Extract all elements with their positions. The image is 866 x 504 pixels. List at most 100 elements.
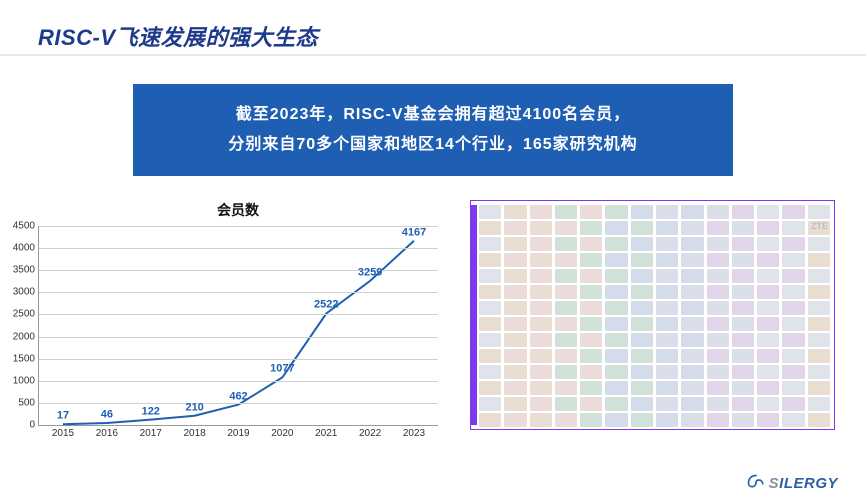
- brand-text-gray: S: [769, 475, 780, 492]
- logo-placeholder: [605, 333, 627, 347]
- logo-placeholder: [656, 397, 678, 411]
- logo-placeholder: [580, 349, 602, 363]
- logo-placeholder: [757, 317, 779, 331]
- chart-title: 会员数: [38, 200, 438, 220]
- logo-placeholder: [530, 397, 552, 411]
- logo-placeholder: [656, 317, 678, 331]
- logo-placeholder: [656, 221, 678, 235]
- logo-placeholder: [530, 269, 552, 283]
- logo-placeholder: [530, 365, 552, 379]
- logo-placeholder: [479, 269, 501, 283]
- logo-placeholder: [504, 381, 526, 395]
- logo-placeholder: [504, 365, 526, 379]
- logo-placeholder: [555, 269, 577, 283]
- logo-placeholder: [631, 269, 653, 283]
- banner-line2: 分别来自70多个国家和地区14个行业，165家研究机构: [228, 130, 637, 160]
- logo-placeholder: [808, 381, 830, 395]
- logo-placeholder: [504, 253, 526, 267]
- logo-placeholder: [580, 269, 602, 283]
- logo-placeholder: [707, 349, 729, 363]
- logo-placeholder: [681, 333, 703, 347]
- logo-placeholder: [504, 205, 526, 219]
- logo-placeholder: [732, 237, 754, 251]
- logo-placeholder: [555, 365, 577, 379]
- logo-placeholder: [605, 349, 627, 363]
- chart-x-tick: 2016: [96, 425, 118, 439]
- chart-data-label: 1077: [270, 363, 294, 375]
- logo-placeholder: [808, 397, 830, 411]
- logo-placeholder: [808, 285, 830, 299]
- chart-y-tick: 0: [29, 420, 39, 431]
- logo-placeholder: [707, 237, 729, 251]
- chart-x-tick: 2019: [227, 425, 249, 439]
- logo-placeholder: [707, 365, 729, 379]
- logo-placeholder: [681, 365, 703, 379]
- brand-text-blue: ILERGY: [779, 475, 838, 492]
- logo-placeholder: [504, 269, 526, 283]
- logo-placeholder: [732, 253, 754, 267]
- logo-placeholder: [631, 285, 653, 299]
- logo-placeholder: [782, 285, 804, 299]
- chart-y-tick: 3000: [13, 287, 39, 298]
- logo-placeholder: [656, 301, 678, 315]
- logo-placeholder: [530, 253, 552, 267]
- chart-x-tick: 2018: [184, 425, 206, 439]
- logo-placeholder: [656, 237, 678, 251]
- chart-y-tick: 1500: [13, 353, 39, 364]
- stats-banner: 截至2023年，RISC-V基金会拥有超过4100名会员， 分别来自70多个国家…: [133, 84, 733, 176]
- chart-y-tick: 3500: [13, 265, 39, 276]
- logo-placeholder: [782, 269, 804, 283]
- logo-placeholder: [808, 205, 830, 219]
- logo-placeholder: [808, 237, 830, 251]
- logo-placeholder: [605, 237, 627, 251]
- logo-placeholder: [782, 301, 804, 315]
- logo-placeholder: [580, 365, 602, 379]
- chart-x-tick: 2015: [52, 425, 74, 439]
- logo-placeholder: [782, 317, 804, 331]
- logo-placeholder: [707, 381, 729, 395]
- chart-x-tick: 2021: [315, 425, 337, 439]
- chart-data-label: 122: [142, 405, 160, 417]
- logo-placeholder: [631, 365, 653, 379]
- logo-placeholder: [732, 285, 754, 299]
- logo-placeholder: [605, 381, 627, 395]
- logo-placeholder: [808, 221, 830, 235]
- logo-placeholder: [555, 397, 577, 411]
- logo-placeholder: [732, 397, 754, 411]
- member-logo-panel: ZTE: [470, 200, 835, 430]
- logo-placeholder: [782, 221, 804, 235]
- logo-placeholder: [504, 349, 526, 363]
- logo-panel-stripe: [471, 205, 477, 425]
- chart-gridline: [39, 403, 438, 404]
- logo-placeholder: [580, 253, 602, 267]
- logo-placeholder: [707, 301, 729, 315]
- logo-placeholder: [580, 317, 602, 331]
- logo-placeholder: [656, 381, 678, 395]
- chart-y-tick: 2000: [13, 331, 39, 342]
- logo-placeholder: [808, 413, 830, 427]
- logo-placeholder: [555, 253, 577, 267]
- logo-placeholder: [530, 221, 552, 235]
- chart-data-label: 17: [57, 410, 69, 422]
- chart-data-label: 2522: [314, 299, 338, 311]
- logo-placeholder: [732, 413, 754, 427]
- logo-placeholder: [555, 349, 577, 363]
- logo-placeholder: [707, 317, 729, 331]
- chart-data-label: 46: [101, 409, 113, 421]
- logo-placeholder: [808, 301, 830, 315]
- logo-placeholder: [555, 285, 577, 299]
- logo-placeholder: [808, 253, 830, 267]
- logo-placeholder: [530, 333, 552, 347]
- logo-placeholder: [707, 205, 729, 219]
- logo-placeholder: [707, 333, 729, 347]
- chart-plot: 0500100015002000250030003500400045002015…: [38, 226, 438, 426]
- logo-placeholder: [631, 381, 653, 395]
- logo-placeholder: [631, 317, 653, 331]
- logo-placeholder: [757, 253, 779, 267]
- logo-placeholder: [656, 349, 678, 363]
- logo-placeholder: [479, 221, 501, 235]
- logo-placeholder: [504, 333, 526, 347]
- logo-placeholder: [808, 365, 830, 379]
- logo-placeholder: [782, 413, 804, 427]
- logo-placeholder: [757, 365, 779, 379]
